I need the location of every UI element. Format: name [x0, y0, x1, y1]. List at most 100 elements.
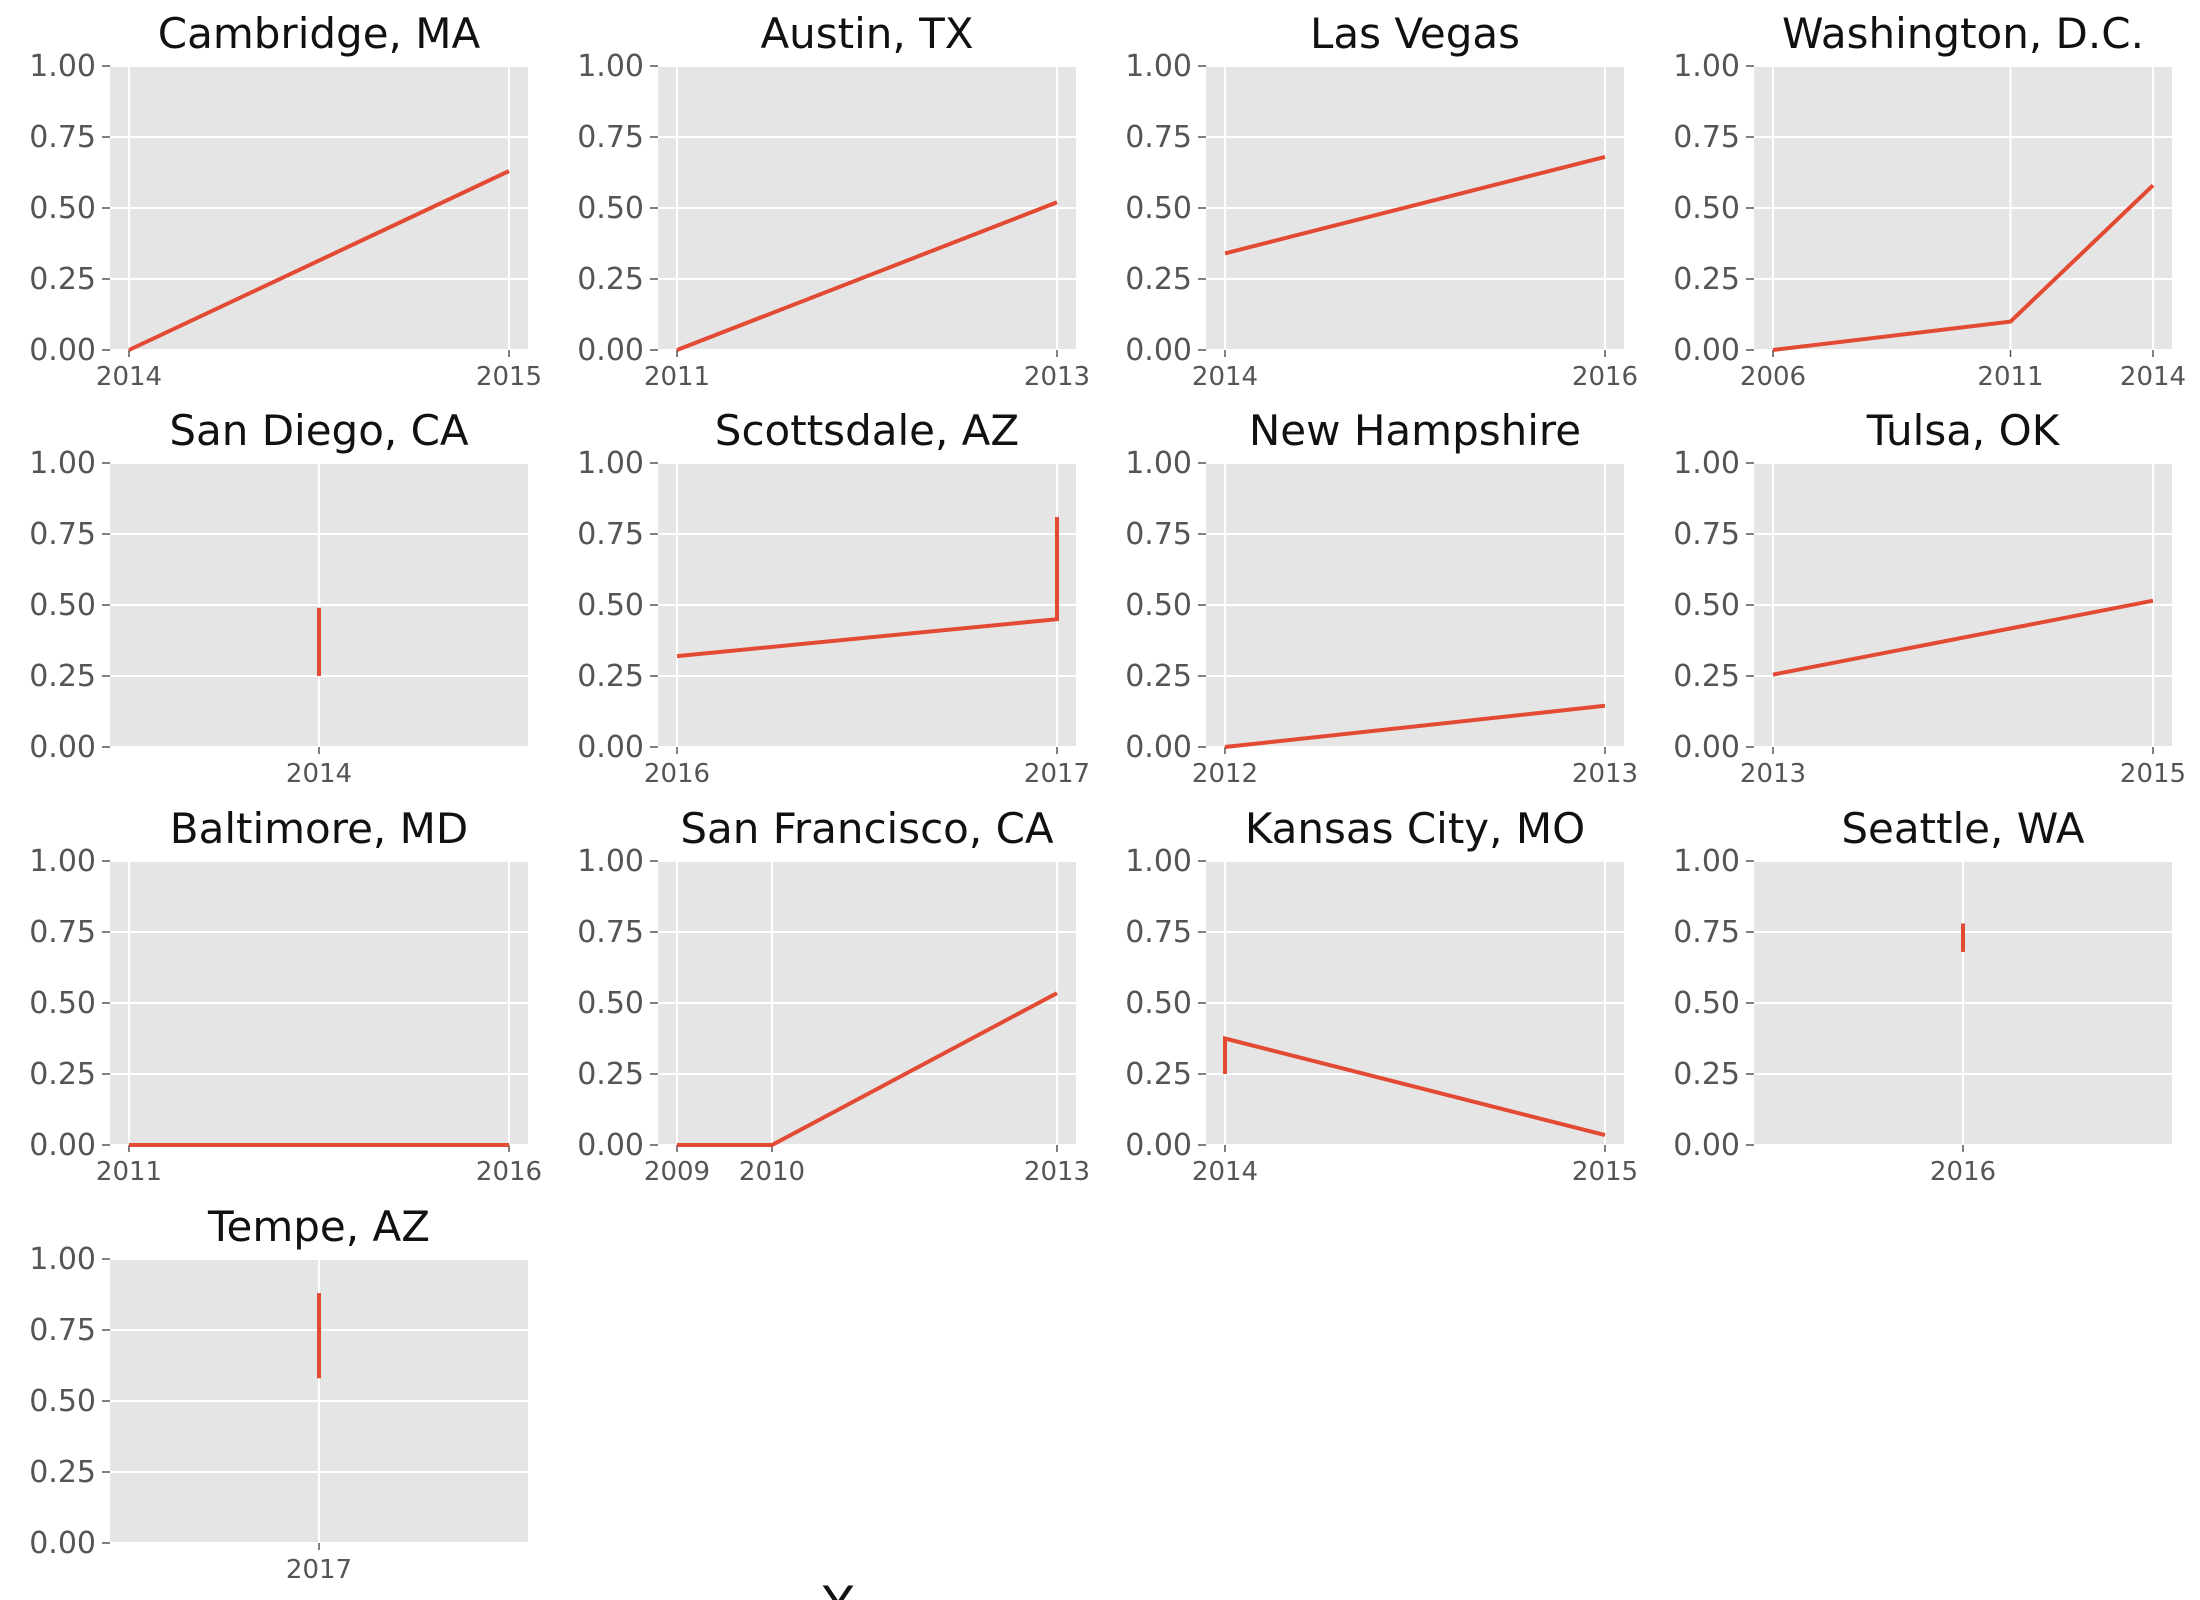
xtick-label: 2016: [1930, 1157, 1996, 1187]
xtick-label: 2010: [739, 1157, 805, 1187]
ytick-label: 0.50: [29, 191, 96, 226]
chart-panel: 0.00 0.25 0.50 0.75 1.00 2011 2013 Austin, TX: [577, 9, 1090, 392]
xtick-label: 2015: [2120, 759, 2186, 789]
chart-panel: 0.00 0.25 0.50 0.75 1.00 2013 2015 Tulsa, OK: [1673, 406, 2186, 789]
xtick-label: 2011: [96, 1157, 162, 1187]
ytick-label: 0.25: [577, 262, 644, 297]
ytick-label: 1.00: [1673, 446, 1740, 481]
series-line: [676, 200, 1058, 352]
ytick-label: 0.25: [29, 1057, 96, 1092]
xtick-label: 2013: [1572, 759, 1638, 789]
xtick-label: 2014: [2120, 362, 2186, 392]
panel-title: Cambridge, MA: [158, 9, 481, 58]
ytick-label: 0.50: [29, 1384, 96, 1419]
ytick-label: 0.50: [1673, 588, 1740, 623]
panel-title: Scottsdale, AZ: [715, 406, 1019, 455]
ytick-label: 0.50: [1673, 986, 1740, 1021]
ytick-label: 0.50: [1125, 986, 1192, 1021]
panel-title: Tempe, AZ: [207, 1202, 430, 1251]
chart-panel: 0.00 0.25 0.50 0.75 1.00 2014 2015 Kansas City,…: [1125, 804, 1638, 1187]
xtick-label: 2015: [476, 362, 542, 392]
ytick-label: 0.00: [577, 1128, 644, 1163]
ytick-label: 0.25: [1125, 1057, 1192, 1092]
ytick-label: 0.25: [29, 1455, 96, 1490]
series-line: [676, 517, 1059, 659]
ytick-label: 0.00: [1673, 1128, 1740, 1163]
ytick-label: 0.25: [1125, 262, 1192, 297]
ytick-label: 0.25: [1673, 1057, 1740, 1092]
ytick-label: 0.00: [1125, 333, 1192, 368]
xtick-label: 2016: [644, 759, 710, 789]
chart-panel: 0.00 0.25 0.50 0.75 1.00 2016 Seattle, WA: [1673, 804, 2172, 1187]
series-line: [128, 169, 510, 352]
ytick-label: 0.75: [577, 517, 644, 552]
panel-title: Las Vegas: [1310, 9, 1520, 58]
xtick-label: 2012: [1192, 759, 1258, 789]
ytick-label: 0.25: [577, 1057, 644, 1092]
xtick-label: 2006: [1740, 362, 1806, 392]
xtick-label: 2013: [1024, 1157, 1090, 1187]
ytick-label: 0.00: [577, 333, 644, 368]
ytick-label: 0.75: [29, 120, 96, 155]
ytick-label: 1.00: [577, 844, 644, 879]
chart-panels: 0.00 0.25 0.50 0.75 1.00 2014 2015 Cambridge, M…: [29, 9, 2186, 1585]
chart-panel: 0.00 0.25 0.50 0.75 1.00 2006 2011 2014 Washingt…: [1673, 9, 2186, 392]
xtick-label: 2011: [644, 362, 710, 392]
series-line: [677, 991, 1058, 1147]
series-line: [1224, 703, 1606, 749]
figure-xlabel: Y: [822, 1576, 854, 1600]
ytick-label: 0.75: [1673, 120, 1740, 155]
chart-panel: 0.00 0.25 0.50 0.75 1.00 2014 San Diego, CA: [29, 406, 528, 789]
ytick-label: 1.00: [29, 49, 96, 84]
chart-panel: 0.00 0.25 0.50 0.75 1.00 2012 2013 New Hampshir…: [1125, 406, 1638, 789]
ytick-label: 0.50: [577, 588, 644, 623]
ytick-label: 0.25: [29, 659, 96, 694]
xtick-label: 2017: [1024, 759, 1090, 789]
ytick-label: 0.00: [29, 1128, 96, 1163]
panel-title: Kansas City, MO: [1245, 804, 1585, 853]
ytick-label: 1.00: [1673, 844, 1740, 879]
ytick-label: 0.75: [577, 120, 644, 155]
ytick-label: 0.75: [1125, 915, 1192, 950]
xtick-label: 2013: [1740, 759, 1806, 789]
panel-title: New Hampshire: [1249, 406, 1581, 455]
panel-title: Baltimore, MD: [170, 804, 468, 853]
ytick-label: 0.25: [29, 262, 96, 297]
ytick-label: 0.00: [1125, 730, 1192, 765]
ytick-label: 0.50: [577, 191, 644, 226]
ytick-label: 1.00: [1125, 446, 1192, 481]
ytick-label: 0.75: [1673, 915, 1740, 950]
chart-panel: 0.00 0.25 0.50 0.75 1.00 2017 Tempe, AZ: [29, 1202, 528, 1585]
ytick-label: 1.00: [29, 844, 96, 879]
ytick-label: 0.50: [1673, 191, 1740, 226]
ytick-label: 1.00: [1673, 49, 1740, 84]
ytick-label: 0.00: [29, 730, 96, 765]
xtick-label: 2014: [1192, 1157, 1258, 1187]
xtick-label: 2015: [1572, 1157, 1638, 1187]
ytick-label: 1.00: [29, 1242, 96, 1277]
ytick-label: 1.00: [1125, 844, 1192, 879]
chart-panel: 0.00 0.25 0.50 0.75 1.00 2014 2015 Cambridge, M…: [29, 9, 542, 392]
ytick-label: 0.75: [29, 517, 96, 552]
xtick-label: 2014: [96, 362, 162, 392]
panel-title: San Francisco, CA: [680, 804, 1054, 853]
series-line: [1224, 154, 1606, 256]
ytick-label: 0.00: [1125, 1128, 1192, 1163]
xtick-label: 2016: [1572, 362, 1638, 392]
ytick-label: 1.00: [577, 446, 644, 481]
ytick-label: 0.75: [29, 1313, 96, 1348]
ytick-label: 0.25: [577, 659, 644, 694]
xtick-label: 2014: [286, 759, 352, 789]
ytick-label: 0.50: [1125, 588, 1192, 623]
ytick-label: 0.50: [29, 986, 96, 1021]
ytick-label: 0.75: [1125, 517, 1192, 552]
chart-panel: 0.00 0.25 0.50 0.75 1.00 2014 2016 Las Vegas: [1125, 9, 1638, 392]
xtick-label: 2013: [1024, 362, 1090, 392]
chart-panel: 0.00 0.25 0.50 0.75 1.00 2016 2017 Scottsdale, …: [577, 406, 1090, 789]
ytick-label: 0.25: [1125, 659, 1192, 694]
ytick-label: 0.50: [29, 588, 96, 623]
series-line: [1223, 1035, 1606, 1138]
series-line: [1772, 183, 2155, 352]
chart-panel: 0.00 0.25 0.50 0.75 1.00 2009 2010 2013 San Fran…: [577, 804, 1090, 1187]
panel-title: Seattle, WA: [1841, 804, 2085, 853]
